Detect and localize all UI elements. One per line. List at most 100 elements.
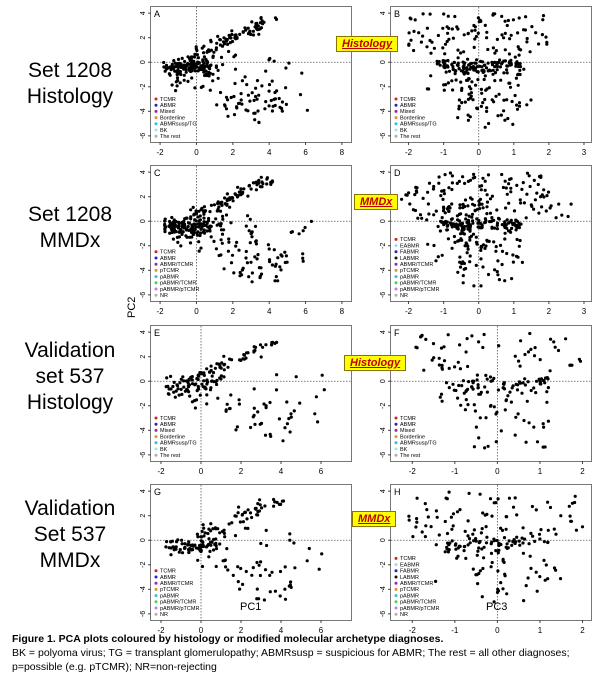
legend-label: NR bbox=[160, 612, 168, 618]
scatter-point bbox=[265, 182, 269, 186]
scatter-point bbox=[507, 52, 511, 56]
scatter-point bbox=[438, 395, 442, 399]
scatter-point bbox=[205, 62, 209, 66]
scatter-point bbox=[498, 243, 503, 247]
scatter-point bbox=[400, 197, 404, 201]
legend-label: pABMR bbox=[160, 593, 179, 599]
legend-label: Borderline bbox=[400, 115, 425, 121]
scatter-point bbox=[495, 223, 499, 227]
scatter-point bbox=[483, 23, 487, 27]
y-tick-label: -4 bbox=[140, 108, 147, 114]
scatter-point bbox=[251, 566, 255, 570]
legend-marker bbox=[154, 600, 158, 604]
scatter-point bbox=[272, 504, 276, 508]
scatter-point bbox=[523, 377, 527, 381]
scatter-point bbox=[508, 37, 512, 41]
scatter-point bbox=[219, 55, 224, 60]
scatter-point bbox=[259, 355, 263, 359]
scatter-point bbox=[548, 369, 552, 373]
scatter-point bbox=[209, 235, 213, 239]
scatter-point bbox=[568, 363, 572, 367]
scatter-point bbox=[421, 196, 425, 200]
scatter-point bbox=[493, 12, 497, 16]
scatter-point bbox=[465, 337, 469, 341]
scatter-point bbox=[476, 70, 480, 74]
caption-title: Figure 1. PCA plots coloured by histolog… bbox=[12, 633, 444, 645]
scatter-point bbox=[173, 395, 177, 399]
scatter-point bbox=[193, 86, 197, 90]
legend-marker bbox=[154, 587, 158, 591]
scatter-point bbox=[464, 398, 468, 402]
scatter-panel-a: -2 0 2 4 6 8 4 2 0 -2 -4 -6 A TCMR ABMR Mixed Borderline… bbox=[140, 6, 352, 157]
scatter-point bbox=[466, 247, 470, 251]
scatter-point bbox=[246, 508, 250, 512]
scatter-point bbox=[250, 91, 254, 95]
scatter-point bbox=[195, 532, 199, 536]
scatter-point bbox=[511, 253, 515, 257]
scatter-point bbox=[569, 202, 573, 206]
scatter-point bbox=[249, 260, 253, 264]
x-tick-label: 0 bbox=[476, 148, 481, 157]
legend-marker bbox=[394, 262, 398, 266]
scatter-point bbox=[219, 377, 223, 381]
scatter-point bbox=[412, 48, 416, 53]
scatter-point bbox=[473, 409, 477, 413]
scatter-point bbox=[176, 78, 180, 83]
scatter-point bbox=[263, 504, 267, 508]
y-tick-label: -2 bbox=[380, 562, 387, 568]
scatter-point bbox=[439, 392, 444, 396]
scatter-point bbox=[539, 382, 543, 386]
scatter-point bbox=[545, 390, 549, 394]
scatter-point bbox=[198, 549, 202, 553]
scatter-point bbox=[445, 531, 450, 536]
scatter-point bbox=[516, 83, 520, 87]
scatter-point bbox=[212, 548, 216, 552]
scatter-point bbox=[518, 65, 523, 69]
scatter-point bbox=[495, 64, 499, 68]
x-tick-label: 4 bbox=[267, 307, 272, 316]
x-tick-label: 4 bbox=[279, 467, 284, 476]
scatter-point bbox=[201, 60, 205, 64]
scatter-point bbox=[417, 31, 421, 35]
scatter-point bbox=[497, 92, 501, 96]
scatter-point bbox=[165, 540, 169, 544]
scatter-point bbox=[542, 188, 546, 192]
scatter-point bbox=[415, 520, 419, 524]
scatter-point bbox=[248, 99, 252, 103]
scatter-point bbox=[483, 446, 487, 450]
legend-label: ABMR bbox=[160, 575, 176, 581]
legend-label: pTCMR bbox=[400, 268, 419, 274]
scatter-point bbox=[457, 67, 461, 71]
scatter-point bbox=[465, 66, 469, 70]
scatter-point bbox=[471, 219, 475, 223]
legend-marker bbox=[394, 581, 398, 585]
scatter-point bbox=[518, 68, 522, 72]
scatter-point bbox=[450, 246, 454, 250]
legend-marker bbox=[154, 581, 158, 585]
scatter-point bbox=[196, 230, 200, 234]
scatter-point bbox=[179, 377, 183, 381]
scatter-point bbox=[534, 31, 538, 35]
y-tick-label: 0 bbox=[140, 60, 147, 64]
scatter-point bbox=[466, 31, 470, 35]
scatter-point bbox=[522, 201, 526, 205]
scatter-point bbox=[554, 532, 558, 536]
scatter-point bbox=[243, 75, 247, 79]
scatter-point bbox=[511, 540, 515, 544]
scatter-point bbox=[538, 358, 542, 362]
scatter-point bbox=[222, 36, 226, 40]
scatter-point bbox=[423, 535, 427, 539]
scatter-point bbox=[477, 546, 481, 550]
scatter-point bbox=[515, 513, 519, 517]
scatter-point bbox=[240, 79, 244, 83]
scatter-point bbox=[188, 68, 192, 72]
scatter-point bbox=[260, 185, 264, 189]
scatter-point bbox=[163, 65, 167, 69]
scatter-point bbox=[507, 496, 511, 500]
scatter-point bbox=[221, 217, 225, 221]
scatter-point bbox=[209, 386, 213, 390]
y-tick-label: 0 bbox=[140, 379, 147, 383]
scatter-point bbox=[542, 558, 546, 562]
scatter-point bbox=[474, 539, 478, 543]
scatter-point bbox=[493, 65, 497, 69]
